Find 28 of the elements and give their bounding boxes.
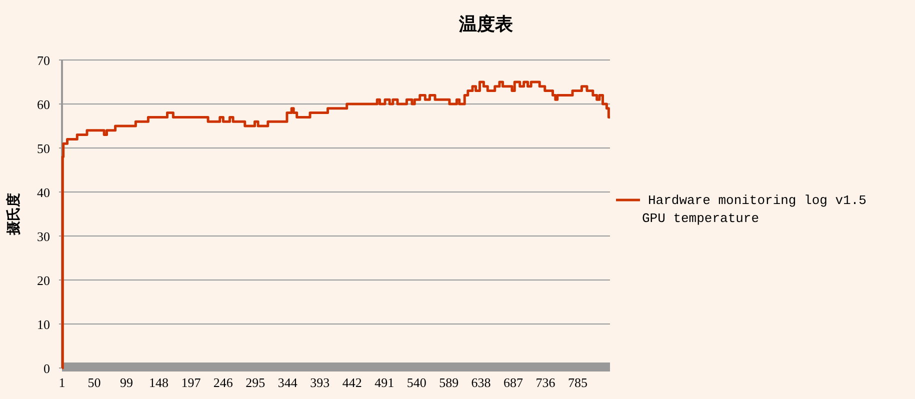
x-tick-label: 50 [88,375,101,390]
x-tick-label: 295 [246,375,266,390]
x-tick-label: 540 [406,375,426,390]
x-tick-label: 589 [439,375,459,390]
chart-title: 温度表 [458,14,513,34]
x-tick-label: 687 [504,375,524,390]
x-tick-label: 148 [148,375,168,390]
x-tick-label: 344 [278,375,298,390]
y-tick-label: 60 [37,97,50,112]
y-axis-title: 摄氏度 [5,193,22,236]
x-tick-label: 442 [342,375,362,390]
x-tick-label: 99 [120,375,133,390]
y-tick-label: 50 [37,141,50,156]
y-tick-label: 70 [37,53,50,68]
y-tick-label: 40 [37,185,50,200]
x-tick-label: 638 [471,375,491,390]
x-tick-label: 393 [310,375,330,390]
x-tick-label: 246 [213,375,234,390]
y-tick-label: 20 [37,273,50,288]
x-tick-label: 197 [181,375,202,390]
x-tick-label: 736 [536,375,556,390]
x-tick-label: 491 [374,375,394,390]
y-tick-label: 0 [44,361,50,376]
x-tick-label: 785 [568,375,588,390]
x-tick-label: 1 [58,375,66,390]
y-tick-label: 10 [37,317,50,332]
legend-label: Hardware monitoring log v1.5 GPU temperature [642,193,866,226]
y-tick-label: 30 [37,229,50,244]
